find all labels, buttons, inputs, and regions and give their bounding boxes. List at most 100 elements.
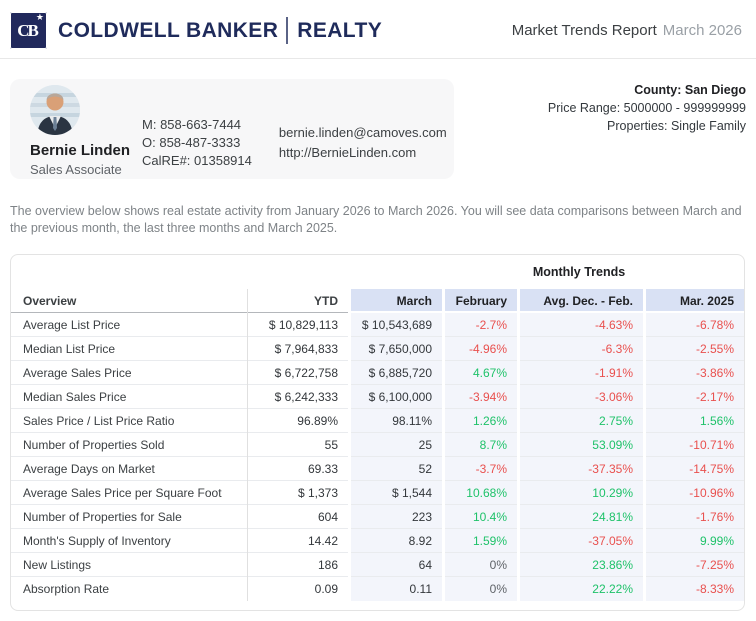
col-avg-dec-feb: Avg. Dec. - Feb. (517, 289, 643, 313)
march-value: 0.11 (348, 577, 442, 601)
february-change: -4.96% (442, 337, 517, 361)
march-value: $ 7,650,000 (348, 337, 442, 361)
agent-mobile: M: 858-663-7444 (142, 117, 242, 132)
ytd-value: $ 6,242,333 (248, 385, 348, 409)
mar-2025-change: -6.78% (643, 313, 744, 337)
mar-2025-change: 1.56% (643, 409, 744, 433)
brand-division: REALTY (297, 18, 383, 42)
ytd-value: 69.33 (248, 457, 348, 481)
metric-label: Average List Price (11, 313, 248, 337)
header-divider (0, 58, 756, 59)
agent-office: O: 858-487-3333 (142, 135, 241, 150)
table-row: Sales Price / List Price Ratio 96.89% 98.1… (11, 409, 744, 433)
table-row: Average Sales Price $ 6,722,758 $ 6,885,72… (11, 361, 744, 385)
metric-label: Average Sales Price (11, 361, 248, 385)
table-row: Median Sales Price $ 6,242,333 $ 6,100,000… (11, 385, 744, 409)
agent-name: Bernie Linden (30, 142, 131, 159)
col-march: March (348, 289, 442, 313)
metric-label: Sales Price / List Price Ratio (11, 409, 248, 433)
agent-website[interactable]: http://BernieLinden.com (278, 145, 417, 160)
metric-label: Median List Price (11, 337, 248, 361)
metric-label: Number of Properties for Sale (11, 505, 248, 529)
report-title-block: Market Trends Report March 2026 (512, 22, 744, 39)
february-change: 0% (442, 577, 517, 601)
brand-name: COLDWELL BANKER (58, 18, 279, 42)
march-value: $ 1,544 (348, 481, 442, 505)
info-row: Bernie Linden Sales Associate M: 858-663… (0, 59, 756, 179)
agent-identity: Bernie Linden Sales Associate (30, 79, 130, 179)
ytd-value: 186 (248, 553, 348, 577)
top-bar: CB ★ COLDWELL BANKER REALTY Market Trend… (0, 0, 756, 52)
cb-logo-icon: CB ★ (10, 12, 47, 49)
avg-dec-feb-change: -6.3% (517, 337, 643, 361)
avg-dec-feb-change: -3.06% (517, 385, 643, 409)
group-header-spacer (11, 255, 442, 289)
february-change: 10.4% (442, 505, 517, 529)
agent-web-block: bernie.linden@camoves.com http://BernieL… (279, 123, 447, 163)
ytd-value: 604 (248, 505, 348, 529)
march-value: $ 6,100,000 (348, 385, 442, 409)
report-criteria: County: San Diego Price Range: 5000000 -… (548, 79, 746, 135)
mar-2025-change: -2.55% (643, 337, 744, 361)
mar-2025-change: 9.99% (643, 529, 744, 553)
metric-label: Average Sales Price per Square Foot (11, 481, 248, 505)
criteria-county: County: San Diego (634, 83, 746, 97)
table-row: Absorption Rate 0.09 0.11 0% 22.22% -8.33% (11, 577, 744, 601)
ytd-value: 14.42 (248, 529, 348, 553)
col-ytd: YTD (248, 289, 348, 313)
february-change: 0% (442, 553, 517, 577)
column-header-row: Overview YTD March February Avg. Dec. - … (11, 289, 744, 313)
trends-table-card: Monthly Trends Overview YTD March Februa… (10, 254, 745, 611)
coldwell-banker-logo: CB ★ COLDWELL BANKER REALTY (10, 12, 382, 49)
february-change: 4.67% (442, 361, 517, 385)
ytd-value: 55 (248, 433, 348, 457)
metric-label: Number of Properties Sold (11, 433, 248, 457)
february-change: -3.7% (442, 457, 517, 481)
table-row: Month's Supply of Inventory 14.42 8.92 1.59… (11, 529, 744, 553)
metric-label: Median Sales Price (11, 385, 248, 409)
report-period: March 2026 (662, 22, 742, 39)
march-value: $ 6,885,720 (348, 361, 442, 385)
march-value: 64 (348, 553, 442, 577)
col-february: February (442, 289, 517, 313)
avg-dec-feb-change: 22.22% (517, 577, 643, 601)
metric-label: Month's Supply of Inventory (11, 529, 248, 553)
agent-license: CalRE#: 01358914 (142, 153, 252, 168)
col-overview: Overview (11, 289, 248, 313)
avg-dec-feb-change: -1.91% (517, 361, 643, 385)
avg-dec-feb-change: 2.75% (517, 409, 643, 433)
col-mar-2025: Mar. 2025 (643, 289, 744, 313)
mar-2025-change: -1.76% (643, 505, 744, 529)
trends-table-body: Average List Price $ 10,829,113 $ 10,543,6… (11, 313, 744, 601)
table-row: Average Days on Market 69.33 52 -3.7% -37.35… (11, 457, 744, 481)
ytd-value: $ 6,722,758 (248, 361, 348, 385)
ytd-value: $ 1,373 (248, 481, 348, 505)
ytd-value: $ 7,964,833 (248, 337, 348, 361)
agent-card: Bernie Linden Sales Associate M: 858-663… (10, 79, 454, 179)
ytd-value: $ 10,829,113 (248, 313, 348, 337)
february-change: 1.59% (442, 529, 517, 553)
february-change: 1.26% (442, 409, 517, 433)
group-header-row: Monthly Trends (11, 255, 744, 289)
metric-label: Absorption Rate (11, 577, 248, 601)
march-value: 223 (348, 505, 442, 529)
agent-title: Sales Associate (30, 162, 122, 177)
mar-2025-change: -2.17% (643, 385, 744, 409)
mar-2025-change: -8.33% (643, 577, 744, 601)
cb-monogram: CB (17, 20, 39, 40)
march-value: $ 10,543,689 (348, 313, 442, 337)
table-row: Number of Properties for Sale 604 223 10.4%… (11, 505, 744, 529)
agent-email[interactable]: bernie.linden@camoves.com (278, 125, 447, 140)
avg-dec-feb-change: -37.35% (517, 457, 643, 481)
star-icon: ★ (35, 12, 44, 22)
mar-2025-change: -10.71% (643, 433, 744, 457)
metric-label: New Listings (11, 553, 248, 577)
report-title: Market Trends Report (511, 22, 657, 39)
avg-dec-feb-change: 24.81% (517, 505, 643, 529)
agent-phone-block: M: 858-663-7444 O: 858-487-3333 CalRE#: … (142, 116, 252, 170)
metric-label: Average Days on Market (11, 457, 248, 481)
agent-avatar (30, 85, 80, 135)
trends-table: Monthly Trends Overview YTD March Februa… (11, 255, 744, 601)
february-change: -3.94% (442, 385, 517, 409)
mar-2025-change: -14.75% (643, 457, 744, 481)
